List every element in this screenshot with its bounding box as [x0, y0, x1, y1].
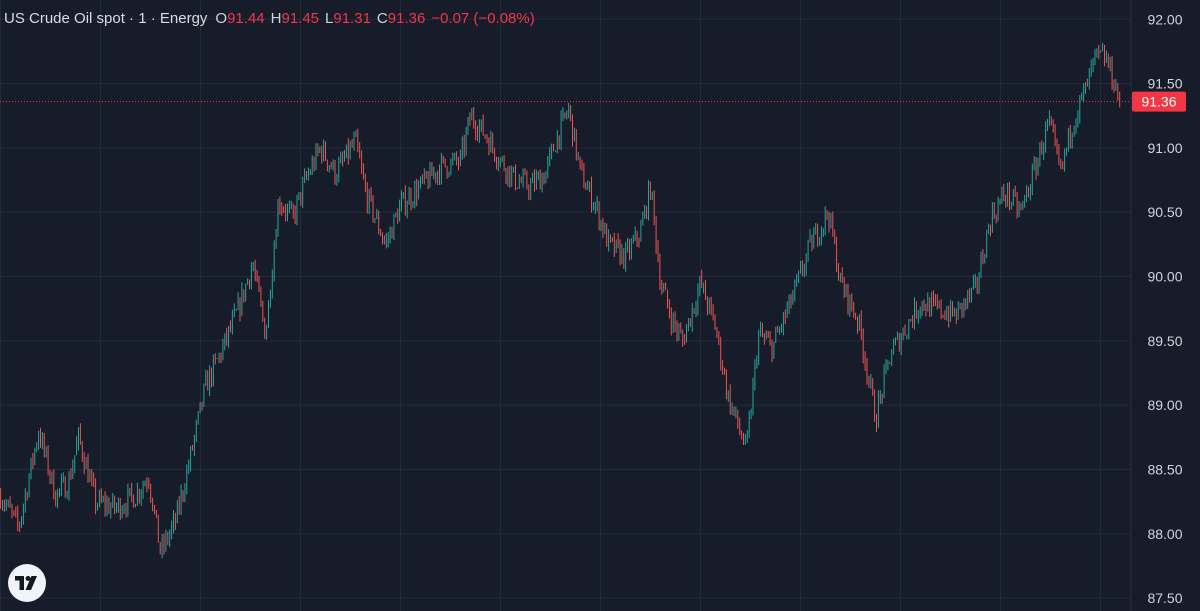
- candles: [0, 42, 1121, 559]
- open-key: O: [215, 9, 228, 27]
- last-price-badge-label: 91.36: [1141, 94, 1176, 110]
- tradingview-logo-icon[interactable]: [8, 564, 46, 602]
- price-tick-label: 88.00: [1147, 526, 1182, 542]
- change-value: −0.07 (−0.08%): [431, 9, 535, 27]
- price-tick-label: 90.00: [1147, 269, 1182, 285]
- low-value: 91.31: [333, 9, 371, 27]
- price-tick-label: 91.00: [1147, 140, 1182, 156]
- price-tick-label: 89.00: [1147, 397, 1182, 413]
- price-tick-label: 91.50: [1147, 76, 1182, 92]
- symbol-title[interactable]: US Crude Oil spot · 1 · Energy: [4, 9, 208, 27]
- last-price-badge-bg: [1132, 91, 1186, 112]
- low-key: L: [325, 9, 334, 27]
- price-axis[interactable]: 92.00 91.50 91.00 90.50 90.00 89.50 89.00 88.50…: [1147, 11, 1182, 606]
- high-key: H: [270, 9, 282, 27]
- price-tick-label: 92.00: [1147, 11, 1182, 27]
- price-tick-label: 90.50: [1147, 204, 1182, 220]
- symbol-legend: US Crude Oil spot · 1 · Energy O 91.44 H…: [4, 7, 535, 29]
- price-tick-label: 87.50: [1147, 590, 1182, 606]
- open-value: 91.44: [227, 9, 265, 27]
- price-tick-label: 88.50: [1147, 462, 1182, 478]
- last-price-badge: 91.36: [1132, 91, 1186, 112]
- price-tick-label: 89.50: [1147, 333, 1182, 349]
- close-key: C: [376, 9, 388, 27]
- close-value: 91.36: [387, 9, 426, 27]
- tradingview-logo-glyph: [15, 576, 37, 590]
- high-value: 91.45: [281, 9, 320, 27]
